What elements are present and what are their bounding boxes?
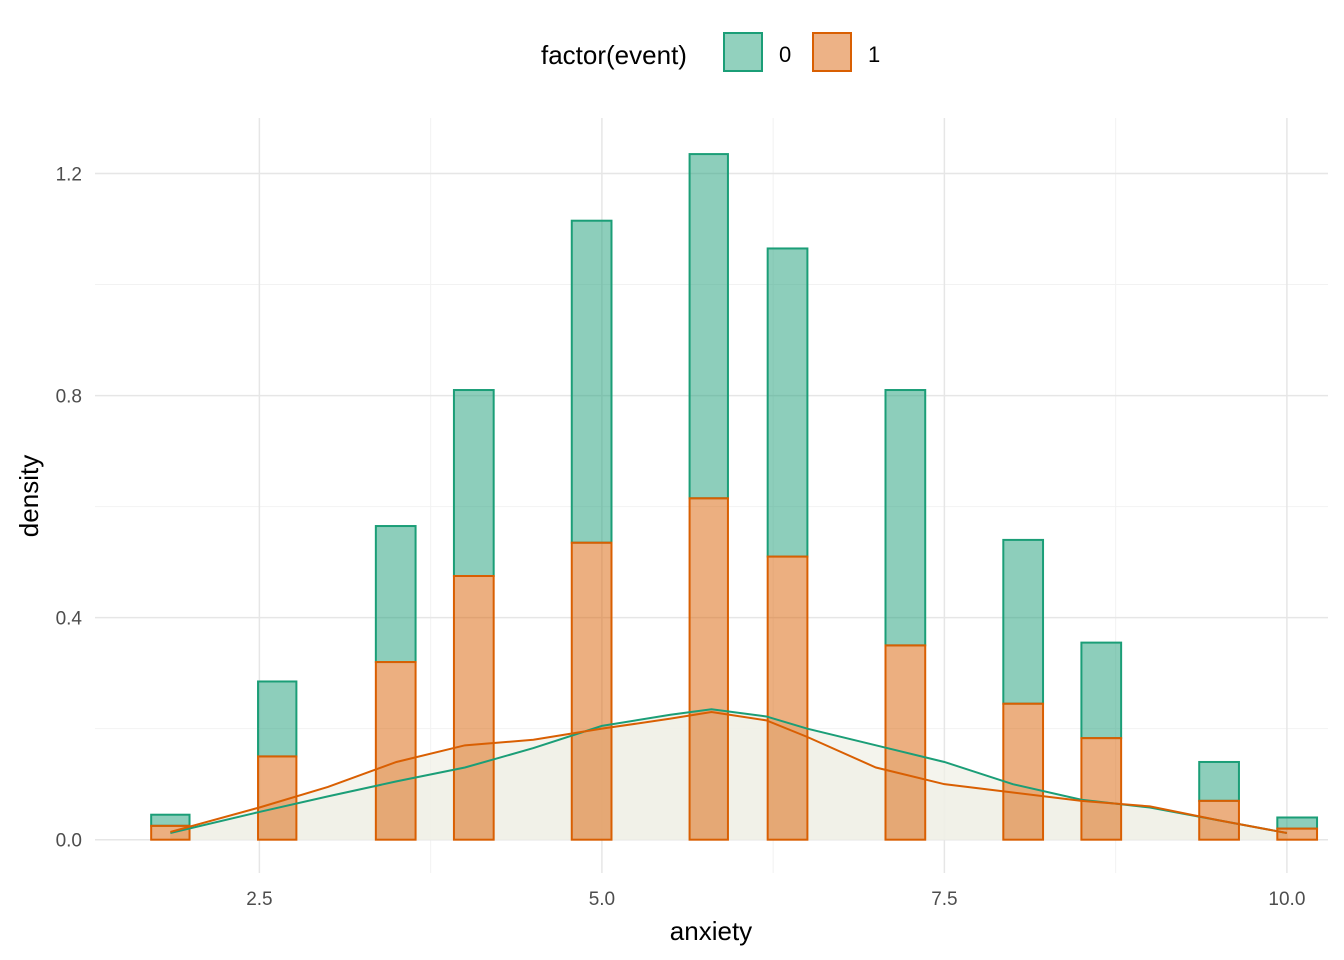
bar-event-1 [1276, 827, 1319, 841]
x-tick-label: 10.0 [1268, 889, 1305, 910]
legend-key-0 [723, 32, 763, 72]
bar-event-1 [374, 661, 417, 841]
bar-event-1 [884, 644, 927, 841]
x-tick-label: 5.0 [589, 889, 615, 910]
legend-title: factor(event) [541, 40, 687, 70]
legend-label-0: 0 [779, 42, 792, 67]
tick-labels: 2.5 5.0 7.5 10.0 0.0 0.4 0.8 1.2 [56, 165, 1306, 910]
bar-event-1 [1002, 702, 1045, 841]
bar-event-1 [452, 574, 495, 841]
bar-event-0 [257, 680, 298, 758]
bar-event-1 [766, 555, 809, 841]
legend-label-1: 1 [868, 42, 881, 67]
density-line-1 [170, 710, 1288, 835]
bar-event-1 [1080, 737, 1123, 841]
bar-event-0 [570, 219, 613, 544]
x-tick-label: 2.5 [246, 889, 272, 910]
legend-key-1 [812, 32, 852, 72]
bar-event-0 [452, 389, 495, 577]
x-tick-label: 7.5 [931, 889, 957, 910]
y-tick-label: 0.8 [56, 387, 82, 408]
bar-event-0 [150, 813, 191, 827]
bar-event-0 [1002, 538, 1045, 705]
bar-event-0 [374, 525, 417, 664]
y-tick-label: 1.2 [56, 165, 82, 186]
bar-event-0 [1080, 641, 1123, 740]
bar-event-0 [884, 389, 927, 647]
y-tick-label: 0.0 [56, 831, 82, 852]
bar-event-0 [766, 247, 809, 558]
bar-event-1 [570, 541, 613, 841]
bar-event-1 [688, 497, 729, 841]
y-tick-label: 0.4 [56, 609, 83, 630]
bar-event-0 [1276, 816, 1319, 830]
y-axis-title: density [14, 455, 44, 537]
density-lines [170, 708, 1288, 835]
bar-event-0 [688, 153, 729, 500]
bar-event-0 [1198, 760, 1240, 802]
legend: factor(event) 0 1 [0, 30, 1344, 76]
x-axis-title: anxiety [670, 916, 752, 946]
